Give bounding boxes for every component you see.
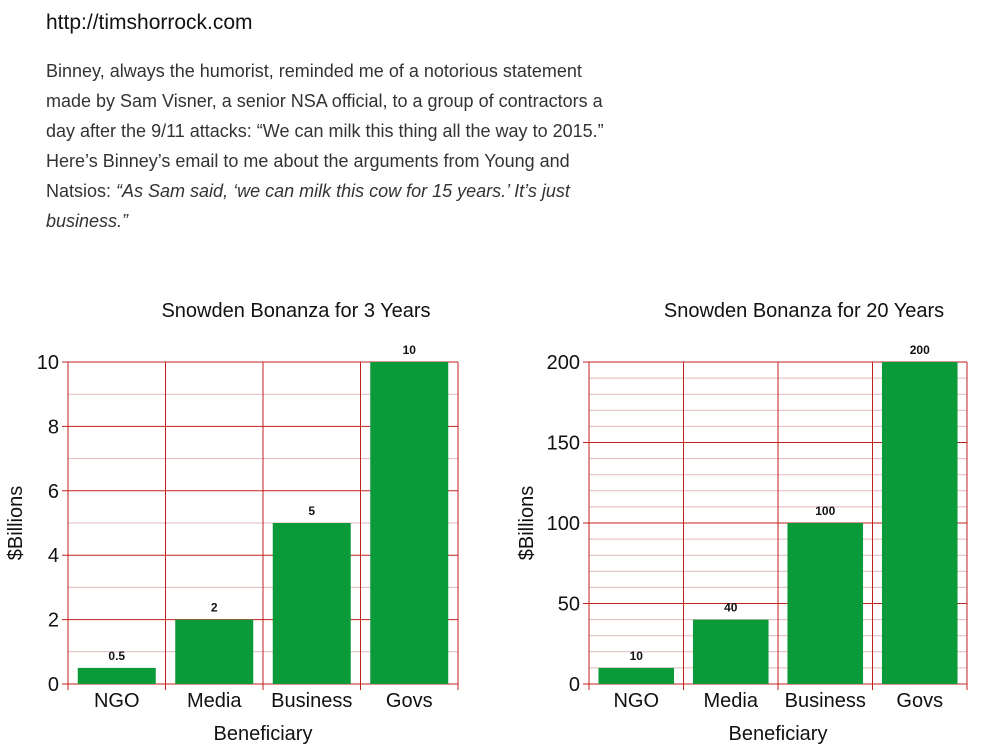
x-tick-label: Govs xyxy=(896,690,943,712)
y-tick-label: 200 xyxy=(547,352,580,374)
bar xyxy=(370,362,449,684)
article-text: Binney, always the humorist, reminded me… xyxy=(46,56,686,236)
data-label: 5 xyxy=(308,504,315,518)
y-tick-label: 150 xyxy=(547,433,580,455)
x-tick-label: Media xyxy=(187,690,242,712)
y-tick-label: 6 xyxy=(48,481,59,503)
bar xyxy=(175,619,254,684)
data-label: 10 xyxy=(403,343,417,357)
data-label: 200 xyxy=(910,343,930,357)
data-label: 10 xyxy=(630,649,644,663)
article-line: day after the 9/11 attacks: “We can milk… xyxy=(46,121,604,141)
article-line: Binney, always the humorist, reminded me… xyxy=(46,61,582,81)
y-tick-label: 4 xyxy=(48,545,59,567)
article-line: Here’s Binney’s email to me about the ar… xyxy=(46,151,570,171)
chart-title: Snowden Bonanza for 20 Years xyxy=(664,300,944,322)
x-axis-label: Beneficiary xyxy=(214,723,313,745)
data-label: 0.5 xyxy=(108,649,125,663)
y-tick-label: 8 xyxy=(48,416,59,438)
source-url: http://timshorrock.com xyxy=(46,11,253,34)
bar xyxy=(77,667,156,684)
article-line-prefix: Natsios: xyxy=(46,181,117,201)
bar xyxy=(692,619,769,684)
data-label: 40 xyxy=(724,601,738,615)
bar xyxy=(787,523,864,684)
x-tick-label: Media xyxy=(704,690,759,712)
x-tick-label: NGO xyxy=(613,690,659,712)
article-line: made by Sam Visner, a senior NSA officia… xyxy=(46,91,603,111)
y-axis-label: $Billions xyxy=(5,486,27,560)
x-axis-label: Beneficiary xyxy=(729,723,828,745)
y-tick-label: 2 xyxy=(48,610,59,632)
bar xyxy=(598,667,675,684)
y-axis-label: $Billions xyxy=(516,486,538,560)
bar xyxy=(272,523,351,684)
article-line: Natsios: “As Sam said, ‘we can milk this… xyxy=(46,176,686,206)
y-tick-label: 100 xyxy=(547,513,580,535)
quote-text: “As Sam said, ‘we can milk this cow for … xyxy=(116,181,570,201)
quote-text: business.” xyxy=(46,211,129,231)
chart-3-years-svg: 0.5 2 5 10 0 2 4 6 8 10 NGO Media Business Govs Snowde… xyxy=(5,300,459,745)
x-tick-label: Business xyxy=(785,690,866,712)
x-tick-label: Govs xyxy=(386,690,433,712)
chart-3-years: 0.5 2 5 10 0 2 4 6 8 10 NGO Media Business Govs Snowde… xyxy=(0,290,480,750)
article-line: business.” xyxy=(46,206,686,236)
data-label: 100 xyxy=(815,504,835,518)
y-tick-label: 0 xyxy=(48,674,59,696)
y-tick-label: 50 xyxy=(558,594,580,616)
chart-20-years: 10 40 100 200 0 50 100 150 200 NGO Media Business Go… xyxy=(505,290,985,750)
x-tick-label: NGO xyxy=(94,690,140,712)
chart-title: Snowden Bonanza for 3 Years xyxy=(161,300,430,322)
y-tick-label: 10 xyxy=(37,352,59,374)
x-tick-label: Business xyxy=(271,690,352,712)
y-tick-label: 0 xyxy=(569,674,580,696)
chart-20-years-svg: 10 40 100 200 0 50 100 150 200 NGO Media Business Go… xyxy=(516,300,968,745)
bar xyxy=(881,362,958,684)
data-label: 2 xyxy=(211,601,218,615)
